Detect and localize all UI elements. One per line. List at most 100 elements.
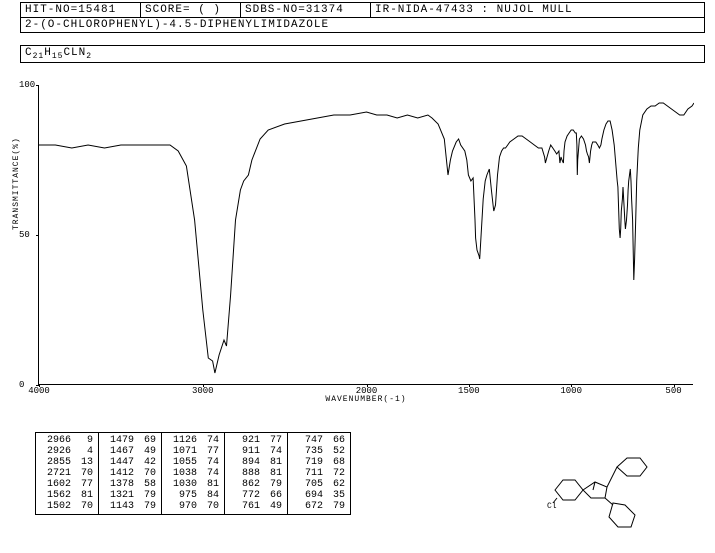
peak-wavenumber: 2855 (39, 457, 73, 468)
score-cell: SCORE= ( ) (141, 3, 241, 17)
peak-wavenumber: 2926 (39, 446, 73, 457)
peak-wavenumber: 719 (291, 457, 325, 468)
peak-transmittance: 84 (199, 490, 221, 501)
peak-wavenumber: 672 (291, 501, 325, 512)
peak-transmittance: 13 (73, 457, 95, 468)
peak-wavenumber: 1447 (102, 457, 136, 468)
ytick-label: 0 (19, 380, 24, 390)
peak-transmittance: 79 (136, 490, 158, 501)
peak-wavenumber: 1602 (39, 479, 73, 490)
peak-wavenumber: 862 (228, 479, 262, 490)
peak-transmittance: 74 (199, 457, 221, 468)
y-axis-label: TRANSMITTANCE(%) (12, 137, 21, 230)
formula-h: H (44, 47, 52, 59)
peak-wavenumber: 761 (228, 501, 262, 512)
peak-transmittance: 70 (199, 501, 221, 512)
ir-info-cell: IR-NIDA-47433 : NUJOL MULL (371, 3, 704, 17)
molecular-structure: Cl (545, 440, 675, 530)
peak-transmittance: 81 (73, 490, 95, 501)
ytick-mark (36, 235, 39, 236)
peak-row: 103874 (165, 468, 221, 479)
peak-row: 144742 (102, 457, 158, 468)
peak-transmittance: 4 (73, 446, 95, 457)
peak-row: 285513 (39, 457, 95, 468)
xtick-label: 1000 (560, 386, 582, 396)
peak-wavenumber: 1030 (165, 479, 199, 490)
peak-wavenumber: 2966 (39, 435, 73, 446)
peak-transmittance: 49 (136, 446, 158, 457)
peak-row: 67279 (291, 501, 347, 512)
peak-wavenumber: 888 (228, 468, 262, 479)
peak-transmittance: 42 (136, 457, 158, 468)
peak-row: 76149 (228, 501, 284, 512)
peak-column: 1126741071771055741038741030819758497070 (162, 433, 225, 514)
peak-row: 74766 (291, 435, 347, 446)
peak-row: 105574 (165, 457, 221, 468)
peak-wavenumber: 694 (291, 490, 325, 501)
peak-transmittance: 74 (262, 446, 284, 457)
spectrum-chart: TRANSMITTANCE(%) WAVENUMBER(-1) 40003000… (20, 80, 700, 410)
peak-transmittance: 79 (325, 501, 347, 512)
peak-row: 77266 (228, 490, 284, 501)
peak-transmittance: 74 (199, 435, 221, 446)
header-block: HIT-NO=15481 SCORE= ( ) SDBS-NO=31374 IR… (20, 2, 705, 63)
peak-transmittance: 81 (262, 468, 284, 479)
peak-row: 97070 (165, 501, 221, 512)
peak-row: 88881 (228, 468, 284, 479)
spectrum-svg (39, 85, 694, 385)
formula-c-sub: 21 (33, 52, 45, 61)
peak-transmittance: 70 (136, 468, 158, 479)
cl-label: Cl (547, 502, 557, 511)
peak-transmittance: 81 (262, 457, 284, 468)
peak-row: 150270 (39, 501, 95, 512)
peak-wavenumber: 1502 (39, 501, 73, 512)
peak-transmittance: 62 (325, 479, 347, 490)
formula-n-sub: 2 (86, 52, 92, 61)
peak-transmittance: 79 (262, 479, 284, 490)
peak-wavenumber: 711 (291, 468, 325, 479)
peak-row: 114379 (102, 501, 158, 512)
peak-row: 103081 (165, 479, 221, 490)
peak-wavenumber: 1126 (165, 435, 199, 446)
peak-wavenumber: 894 (228, 457, 262, 468)
formula-c: C (25, 47, 33, 59)
peak-row: 146749 (102, 446, 158, 457)
peak-transmittance: 79 (136, 501, 158, 512)
ytick-label: 100 (19, 80, 35, 90)
peak-wavenumber: 1321 (102, 490, 136, 501)
header-row-1: HIT-NO=15481 SCORE= ( ) SDBS-NO=31374 IR… (20, 2, 705, 18)
spectrum-trace (39, 103, 694, 373)
peak-wavenumber: 2721 (39, 468, 73, 479)
peak-transmittance: 74 (199, 468, 221, 479)
peak-wavenumber: 747 (291, 435, 325, 446)
peak-transmittance: 81 (199, 479, 221, 490)
peak-transmittance: 70 (73, 468, 95, 479)
xtick-label: 500 (665, 386, 681, 396)
peak-wavenumber: 1479 (102, 435, 136, 446)
peak-column: 1479691467491447421412701378581321791143… (99, 433, 162, 514)
peak-transmittance: 52 (325, 446, 347, 457)
peak-row: 97584 (165, 490, 221, 501)
structure-svg: Cl (545, 440, 675, 530)
peak-column: 74766735527196871172705626943567279 (288, 433, 350, 514)
peak-transmittance: 69 (136, 435, 158, 446)
ytick-mark (36, 385, 39, 386)
peak-transmittance: 49 (262, 501, 284, 512)
peak-column: 92177911748948188881862797726676149 (225, 433, 288, 514)
peak-row: 160277 (39, 479, 95, 490)
sdbs-no-cell: SDBS-NO=31374 (241, 3, 371, 17)
xtick-label: 3000 (192, 386, 214, 396)
compound-name: 2-(O-CHLOROPHENYL)-4.5-DIPHENYLIMIDAZOLE (20, 18, 705, 33)
peak-wavenumber: 772 (228, 490, 262, 501)
peak-row: 141270 (102, 468, 158, 479)
peak-transmittance: 66 (262, 490, 284, 501)
peak-row: 272170 (39, 468, 95, 479)
peak-row: 89481 (228, 457, 284, 468)
peak-row: 132179 (102, 490, 158, 501)
ytick-label: 50 (19, 230, 30, 240)
molecular-formula: C21H15CLN2 (20, 45, 705, 63)
peak-transmittance: 77 (73, 479, 95, 490)
peak-transmittance: 66 (325, 435, 347, 446)
peak-row: 73552 (291, 446, 347, 457)
peak-row: 29669 (39, 435, 95, 446)
